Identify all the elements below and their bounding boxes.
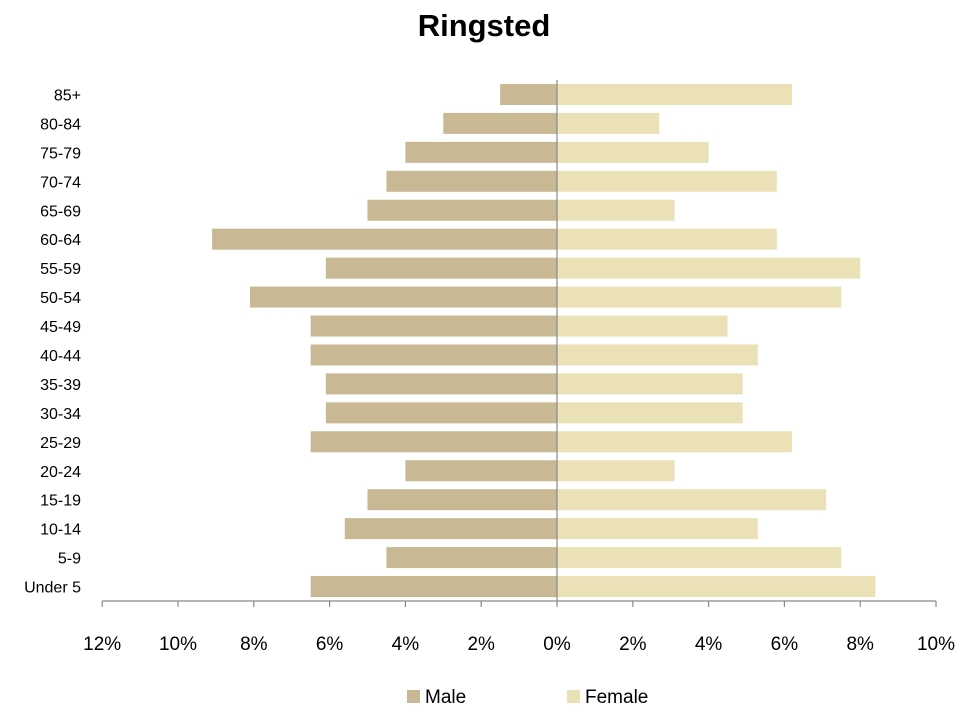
- legend-female-label: Female: [585, 687, 648, 708]
- bar-female: [557, 373, 743, 395]
- category-label: 35-39: [40, 377, 81, 394]
- bar-female: [557, 547, 842, 569]
- category-label: 60-64: [40, 232, 81, 249]
- bar-female: [557, 257, 861, 279]
- bar-male: [500, 83, 557, 105]
- bar-male: [310, 431, 557, 453]
- x-tick-label: 8%: [846, 634, 874, 655]
- bar-male: [344, 518, 557, 540]
- category-labels: 85+ 80-84 75-79 70-74 65-69 60-64 55-59 50-54 45…: [24, 87, 81, 596]
- category-label: 10-14: [40, 522, 81, 539]
- bar-male: [367, 199, 557, 221]
- bar-female: [557, 170, 777, 192]
- bar-female: [557, 489, 827, 511]
- bar-male: [250, 286, 557, 308]
- bar-female: [557, 344, 758, 366]
- category-label: 55-59: [40, 261, 81, 278]
- x-axis: 12% 10% 8% 6% 4% 2% 0% 2% 4% 6% 8% 10%: [83, 80, 955, 655]
- x-tick-label: 2%: [619, 634, 647, 655]
- bar-male: [325, 373, 557, 395]
- category-label: Under 5: [24, 580, 81, 597]
- category-label: 45-49: [40, 319, 81, 336]
- x-tick-label: 6%: [316, 634, 344, 655]
- bar-female: [557, 141, 709, 163]
- legend: Male Female: [407, 687, 648, 708]
- legend-female-swatch: [567, 690, 580, 703]
- legend-male-swatch: [407, 690, 420, 703]
- bar-male: [310, 344, 557, 366]
- category-label: 25-29: [40, 435, 81, 452]
- bar-female: [557, 199, 675, 221]
- bar-male: [405, 460, 557, 482]
- category-label: 40-44: [40, 348, 81, 365]
- category-label: 75-79: [40, 145, 81, 162]
- x-tick-label: 0%: [543, 634, 571, 655]
- x-tick-label: 6%: [771, 634, 799, 655]
- bar-female: [557, 112, 660, 134]
- bar-male: [325, 402, 557, 424]
- bar-female: [557, 518, 758, 540]
- x-tick-label: 2%: [467, 634, 495, 655]
- x-tick-label: 8%: [240, 634, 268, 655]
- bar-male: [405, 141, 557, 163]
- x-tick-label: 10%: [159, 634, 197, 655]
- category-label: 70-74: [40, 174, 81, 191]
- category-label: 50-54: [40, 290, 81, 307]
- bar-female: [557, 402, 743, 424]
- category-label: 85+: [54, 87, 81, 104]
- bar-female: [557, 460, 675, 482]
- bar-female: [557, 228, 777, 250]
- bar-male: [212, 228, 558, 250]
- x-tick-label: 12%: [83, 634, 121, 655]
- bar-female: [557, 83, 792, 105]
- category-label: 65-69: [40, 203, 81, 220]
- bar-male: [325, 257, 557, 279]
- x-tick-label: 4%: [695, 634, 723, 655]
- category-label: 80-84: [40, 116, 81, 133]
- bar-male: [367, 489, 557, 511]
- category-label: 15-19: [40, 493, 81, 510]
- category-label: 20-24: [40, 464, 81, 481]
- bar-female: [557, 286, 842, 308]
- category-label: 30-34: [40, 406, 81, 423]
- bar-male: [386, 170, 557, 192]
- x-tick-label: 10%: [917, 634, 955, 655]
- x-tick-label: 4%: [392, 634, 420, 655]
- bar-female: [557, 431, 792, 453]
- chart-title: Ringsted: [418, 8, 551, 43]
- legend-male-label: Male: [425, 687, 466, 708]
- bars-group: [212, 83, 876, 598]
- bar-female: [557, 576, 876, 598]
- bar-male: [310, 315, 557, 337]
- bar-male: [443, 112, 557, 134]
- category-label: 5-9: [58, 551, 81, 568]
- bar-female: [557, 315, 728, 337]
- bar-male: [386, 547, 557, 569]
- bar-male: [310, 576, 557, 598]
